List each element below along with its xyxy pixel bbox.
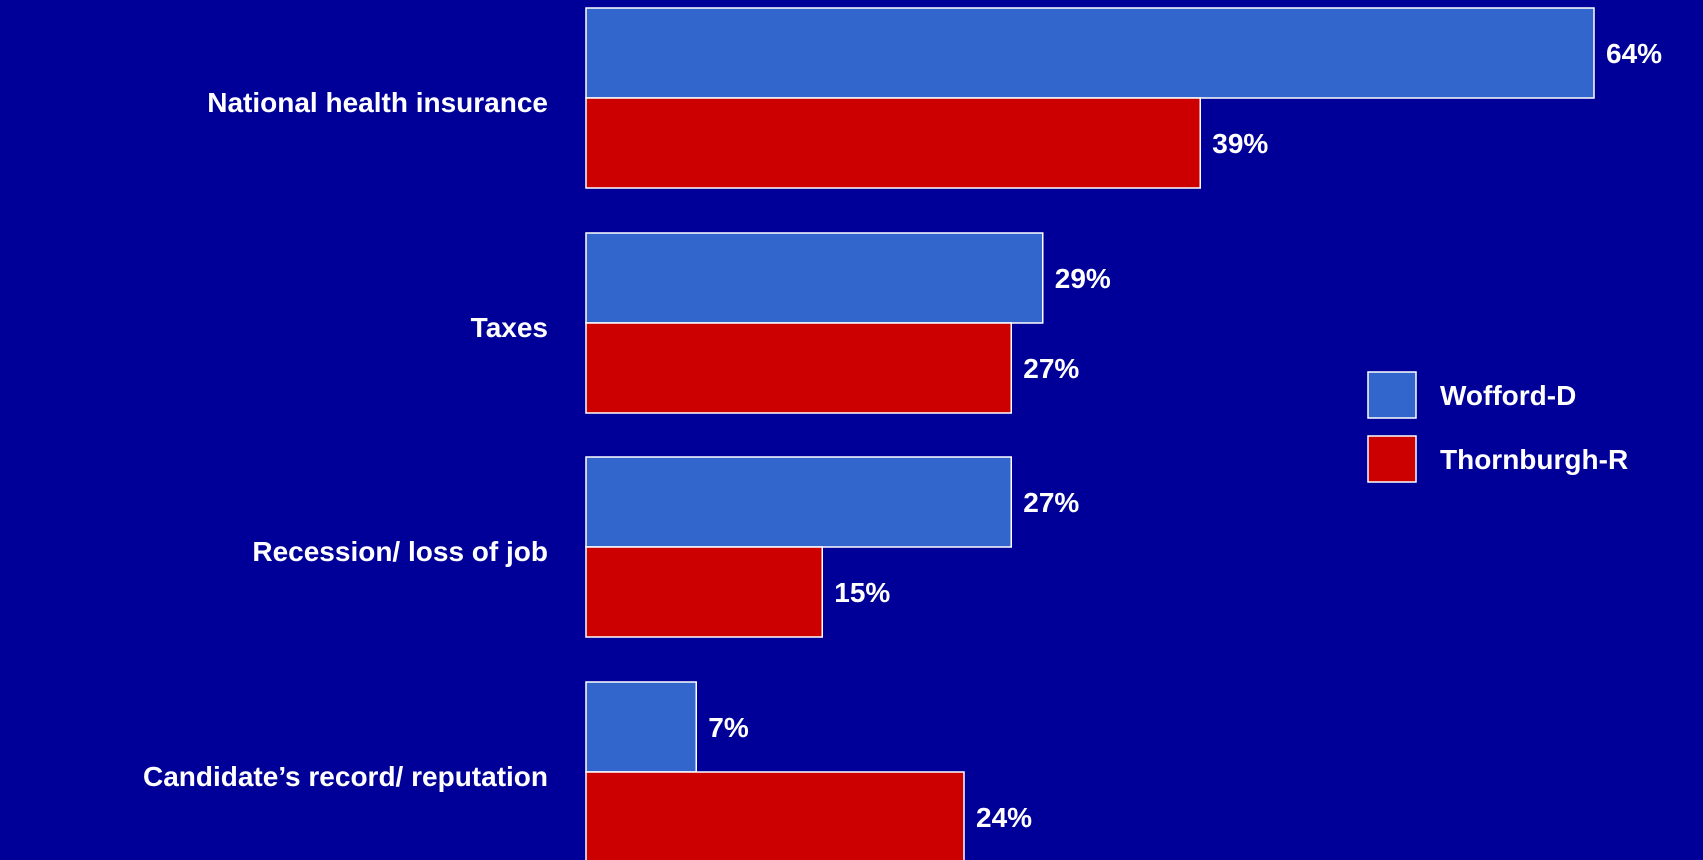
value-label: 27% [1023, 353, 1079, 384]
value-label: 15% [834, 577, 890, 608]
value-label: 39% [1212, 128, 1268, 159]
legend-label: Wofford-D [1440, 380, 1576, 411]
category-label: Taxes [471, 312, 548, 343]
wofford-bar [585, 456, 1012, 548]
legend-swatch [1367, 435, 1417, 483]
value-label: 7% [708, 712, 749, 743]
wofford-bar [585, 7, 1595, 99]
legend-label: Thornburgh-R [1440, 444, 1628, 475]
thornburgh-bar [585, 322, 1012, 414]
category-label: Candidate’s record/ reputation [143, 761, 548, 792]
thornburgh-bar [585, 771, 965, 860]
category-label: Recession/ loss of job [252, 536, 548, 567]
value-label: 29% [1055, 263, 1111, 294]
thornburgh-bar [585, 546, 823, 638]
value-label: 27% [1023, 487, 1079, 518]
thornburgh-bar [585, 97, 1201, 189]
value-label: 64% [1606, 38, 1662, 69]
legend-swatch [1367, 371, 1417, 419]
wofford-bar [585, 681, 697, 773]
value-label: 24% [976, 802, 1032, 833]
category-label: National health insurance [207, 87, 548, 118]
wofford-bar [585, 232, 1044, 324]
